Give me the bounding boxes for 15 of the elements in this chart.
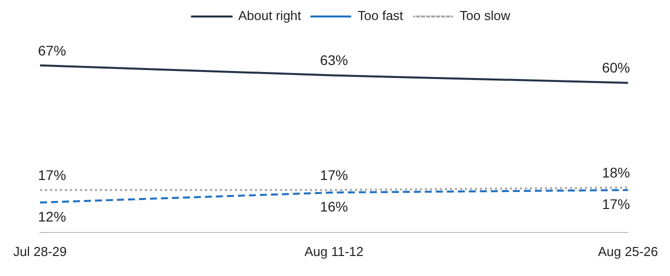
- legend-label: About right: [238, 8, 302, 24]
- x-tick-label: Aug 11-12: [304, 244, 364, 259]
- data-label: 67%: [38, 42, 66, 58]
- legend-label: Too slow: [460, 8, 511, 24]
- legend-label: Too fast: [358, 8, 404, 24]
- x-tick-label: Jul 28-29: [13, 244, 67, 259]
- data-label: 17%: [38, 166, 66, 183]
- data-label: 18%: [602, 164, 630, 180]
- data-label: 63%: [320, 52, 348, 68]
- data-label: 17%: [602, 196, 630, 212]
- data-label: 12%: [38, 208, 66, 224]
- data-label: 60%: [602, 60, 630, 76]
- x-tick-label: Aug 25-26: [598, 244, 658, 259]
- data-label: 16%: [320, 198, 348, 214]
- data-label: 17%: [320, 166, 348, 183]
